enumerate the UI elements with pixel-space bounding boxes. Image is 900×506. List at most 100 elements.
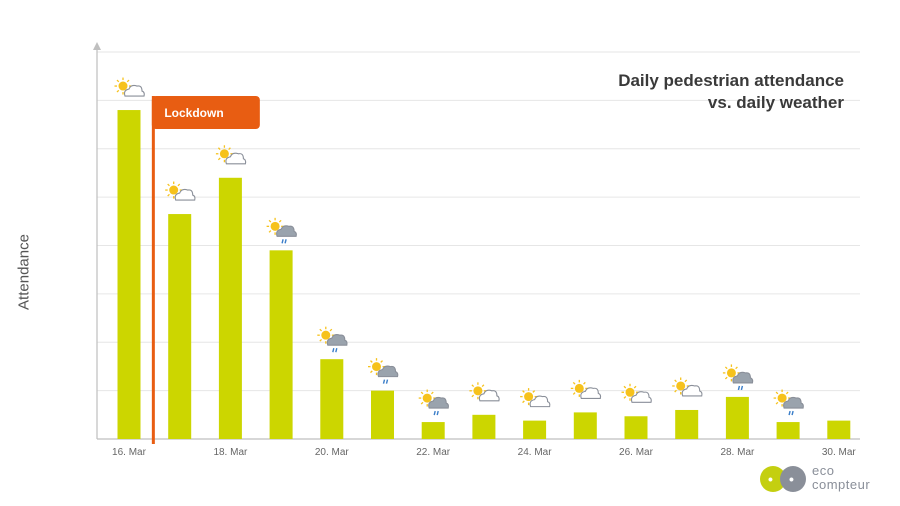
sun-ray bbox=[430, 391, 434, 395]
sun bbox=[473, 386, 483, 396]
sun-rain-cloud-icon bbox=[368, 358, 399, 384]
sun-cloud-icon bbox=[570, 379, 602, 399]
ecocompteur-logo: • • eco compteur bbox=[760, 464, 890, 496]
sun-ray bbox=[329, 328, 333, 332]
bars bbox=[117, 110, 851, 440]
sun bbox=[777, 393, 787, 403]
cloud bbox=[123, 84, 145, 97]
rain-drop bbox=[788, 410, 791, 416]
cloud bbox=[732, 371, 754, 384]
sun-ray bbox=[775, 401, 779, 405]
bar-23-mar bbox=[472, 414, 496, 439]
rain-drop bbox=[335, 348, 338, 353]
sun-ray bbox=[177, 183, 181, 187]
sun-ray bbox=[319, 338, 323, 342]
sun-ray bbox=[674, 389, 677, 393]
sun-ray bbox=[583, 381, 586, 385]
sun-rain-cloud-icon bbox=[418, 389, 449, 416]
sun-ray bbox=[126, 79, 130, 83]
sun-ray bbox=[572, 381, 576, 385]
sun-ray bbox=[522, 400, 525, 404]
sun bbox=[118, 81, 128, 91]
y-axis-arrow-icon bbox=[93, 42, 101, 50]
logo-text-line1: eco bbox=[812, 463, 835, 478]
cloud bbox=[681, 384, 703, 397]
bar-18-mar bbox=[218, 177, 242, 439]
sun-rain-cloud-icon bbox=[266, 217, 297, 244]
rain-drop bbox=[433, 410, 436, 416]
sun bbox=[372, 362, 381, 372]
sun-ray bbox=[228, 147, 231, 150]
bar-28-mar bbox=[725, 396, 749, 439]
bar-16-mar bbox=[117, 110, 141, 440]
sun-ray bbox=[420, 391, 424, 395]
bar-27-mar bbox=[675, 409, 699, 439]
sun bbox=[169, 185, 179, 195]
sun-ray bbox=[319, 328, 323, 332]
sun-cloud-icon bbox=[165, 181, 196, 201]
x-tick-label: 28. Mar bbox=[720, 447, 755, 458]
rain-drop bbox=[436, 410, 439, 416]
sun-rain-cloud-icon bbox=[317, 326, 348, 353]
x-tick-label: 22. Mar bbox=[416, 447, 451, 458]
chart-title-line2: vs. daily weather bbox=[707, 93, 844, 112]
bar-26-mar bbox=[624, 416, 648, 439]
cyclist-circle-icon: • bbox=[780, 466, 806, 492]
rain-drop bbox=[332, 348, 335, 353]
sun-ray bbox=[167, 183, 170, 187]
lockdown-line bbox=[151, 96, 155, 444]
sun-ray bbox=[116, 89, 120, 93]
sun bbox=[524, 392, 534, 402]
sun-ray bbox=[724, 366, 728, 370]
bar-24-mar bbox=[523, 420, 547, 439]
sun-cloud-icon bbox=[215, 145, 247, 165]
sun-ray bbox=[532, 390, 536, 393]
sun-ray bbox=[724, 376, 728, 380]
lockdown-label: Lockdown bbox=[164, 106, 223, 120]
sun-ray bbox=[217, 147, 221, 150]
sun-ray bbox=[278, 219, 282, 223]
sun bbox=[321, 330, 331, 340]
sun-cloud-icon bbox=[520, 388, 551, 408]
sun-ray bbox=[674, 379, 677, 383]
bar-25-mar bbox=[573, 412, 597, 439]
sun-ray bbox=[684, 379, 688, 383]
rain-drop bbox=[385, 379, 389, 384]
bar-21-mar bbox=[371, 390, 394, 439]
bar-19-mar bbox=[269, 250, 293, 439]
sun-ray bbox=[633, 385, 637, 389]
sun bbox=[219, 149, 229, 159]
cloud bbox=[377, 365, 399, 378]
sun-ray bbox=[735, 366, 738, 370]
rain-drop bbox=[791, 410, 794, 416]
sun-cloud-icon bbox=[672, 377, 703, 397]
sun-ray bbox=[623, 396, 627, 399]
weather-icons bbox=[114, 77, 804, 416]
sun-ray bbox=[217, 157, 221, 161]
cloud bbox=[326, 334, 348, 346]
sun-ray bbox=[370, 360, 373, 363]
sun-ray bbox=[380, 360, 383, 363]
sun bbox=[676, 381, 686, 391]
x-tick-label: 24. Mar bbox=[518, 447, 553, 458]
sun bbox=[270, 221, 280, 231]
chart-title: Daily pedestrian attendance vs. daily we… bbox=[618, 70, 844, 114]
cloud bbox=[174, 188, 196, 201]
logo-text: eco compteur bbox=[812, 464, 870, 492]
x-tick-labels: 16. Mar 18. Mar 20. Mar 22. Mar 24. Mar 26. M… bbox=[112, 447, 856, 458]
x-tick-label: 16. Mar bbox=[112, 447, 147, 458]
sun-rain-cloud-icon bbox=[773, 389, 804, 416]
sun-ray bbox=[116, 79, 120, 83]
bar-20-mar bbox=[320, 359, 344, 439]
chart-title-line1: Daily pedestrian attendance bbox=[618, 71, 844, 90]
logo-mark: • • bbox=[760, 466, 810, 494]
rain-drop bbox=[740, 385, 744, 391]
logo-text-line2: compteur bbox=[812, 477, 871, 492]
y-axis-label: Attendance bbox=[15, 234, 33, 310]
sun bbox=[726, 368, 736, 378]
sun-ray bbox=[471, 384, 475, 388]
cloud bbox=[580, 387, 602, 399]
sun-ray bbox=[268, 230, 272, 233]
sun-ray bbox=[775, 391, 779, 395]
